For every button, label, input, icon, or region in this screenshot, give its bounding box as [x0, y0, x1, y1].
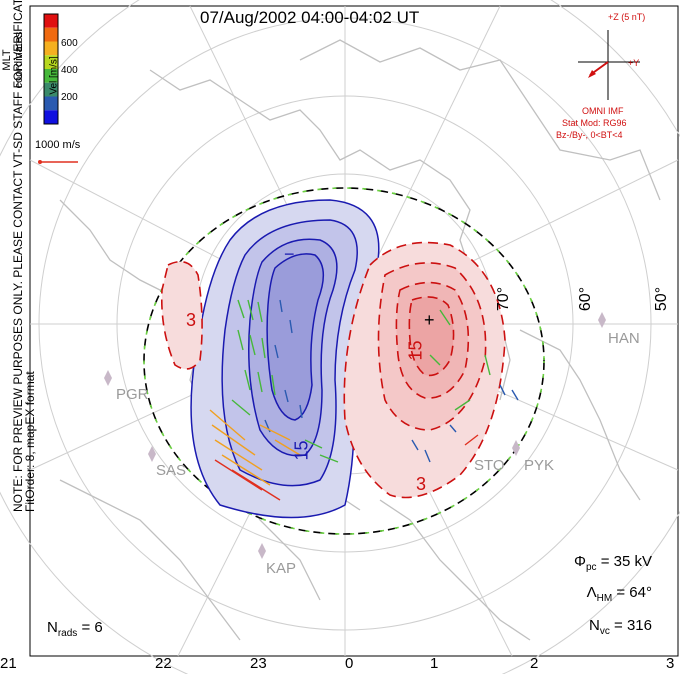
reference-vector-arrow	[38, 160, 78, 164]
radar-count: Nrads = 6	[47, 619, 103, 639]
reference-vector-label: 1000 m/s	[35, 139, 81, 151]
mlt-label-21: 21	[0, 655, 17, 672]
mlt-label-2: 2	[530, 655, 539, 672]
site-label-han: HAN	[608, 330, 640, 347]
imf-z-axis-label: +Z (5 nT)	[608, 12, 646, 22]
n-vc-value: = 316	[614, 617, 652, 634]
n-rads-value: = 6	[81, 619, 103, 636]
nvc-symbol: N	[589, 617, 600, 634]
site-label-pgr: PGR	[116, 386, 149, 403]
mlt-label-1: 1	[430, 655, 439, 672]
lambda-symbol: Λ	[586, 584, 597, 601]
imf-model-label: Stat Mod: RG96	[562, 118, 627, 128]
vector-count: Nvc = 316	[589, 617, 652, 637]
colorbar-swatch	[44, 82, 58, 97]
negative-potential-cell	[190, 199, 380, 519]
site-label-pyk: PYK	[524, 457, 555, 474]
plot-frame	[29, 5, 679, 657]
colorbar-swatch	[44, 14, 58, 28]
lat-label-50: 50°	[653, 286, 671, 312]
nvc-subscript: vc	[599, 626, 610, 637]
colorbar-swatch	[44, 110, 58, 124]
mlt-label-23: 23	[250, 655, 267, 672]
colorbar-frame	[43, 13, 59, 125]
lambda-subscript: HM	[596, 593, 613, 604]
phi-pc-value: = 35 kV	[600, 553, 652, 570]
contour-label-neg-3: 3	[186, 310, 197, 330]
colorbar-tick-400: 400	[61, 65, 78, 76]
phi-symbol: Φ	[574, 553, 586, 570]
lat-label-60: 60°	[577, 286, 595, 312]
site-label-kap: KAP	[266, 560, 297, 577]
contour-label-neg-inner: −	[284, 244, 295, 264]
preview-note: NOTE: FOR PREVIEW PURPOSES ONLY. PLEASE …	[11, 0, 37, 512]
contour-label-pos-3: 3	[416, 474, 427, 494]
hm-boundary	[143, 187, 545, 535]
colorbar-swatch	[44, 41, 58, 56]
velocity-colorbar	[43, 13, 59, 125]
cross-polar-potential: Φpc = 35 kV	[574, 553, 652, 573]
colorbar-tick-600: 600	[61, 38, 78, 49]
colorbar-swatch	[44, 96, 58, 111]
imf-dial	[578, 30, 640, 100]
nrads-symbol: N	[47, 619, 58, 636]
mlt-label-3: 3	[666, 655, 675, 672]
coordinate-system-label: MLT coordinates	[1, 31, 25, 89]
lat-label-70: 70°	[495, 286, 513, 312]
colorbar-swatch	[44, 27, 58, 42]
imf-panel: +Z (5 nT) +Y OMNI IMF Stat Mod: RG96 Bz-…	[556, 8, 670, 148]
site-label-sto: STO	[474, 457, 505, 474]
site-label-sas: SAS	[156, 462, 187, 479]
colorbar-swatch	[44, 55, 58, 69]
mlt-label-0: 0	[345, 655, 354, 672]
contour-label-neg-15: 15	[291, 440, 312, 461]
preview-note-line-2: FitOrder: 8, mapEX format	[23, 371, 37, 512]
positive-potential-cell	[160, 241, 506, 499]
hm-latitude: ΛHM = 64°	[587, 584, 652, 604]
mlt-label-22: 22	[155, 655, 172, 672]
phi-subscript: pc	[585, 562, 597, 573]
contour-label-pos-15: 15	[405, 340, 426, 361]
lambda-hm-value: = 64°	[616, 584, 652, 601]
colorbar-swatch	[44, 69, 58, 83]
map-title: 07/Aug/2002 04:00-04:02 UT	[200, 8, 420, 27]
imf-condition-label: Bz-/By-, 0<BT<4	[556, 130, 623, 140]
contour-label-pos-inner: +	[424, 310, 435, 330]
imf-source-label: OMNI IMF	[582, 106, 624, 116]
colorbar-unit-label: Vel [m/s]	[48, 56, 60, 95]
nrads-subscript: rads	[57, 628, 78, 639]
imf-y-axis-label: +Y	[628, 58, 640, 68]
colorbar-tick-200: 200	[61, 92, 78, 103]
station-markers	[104, 312, 606, 559]
velocity-vectors	[209, 299, 519, 501]
